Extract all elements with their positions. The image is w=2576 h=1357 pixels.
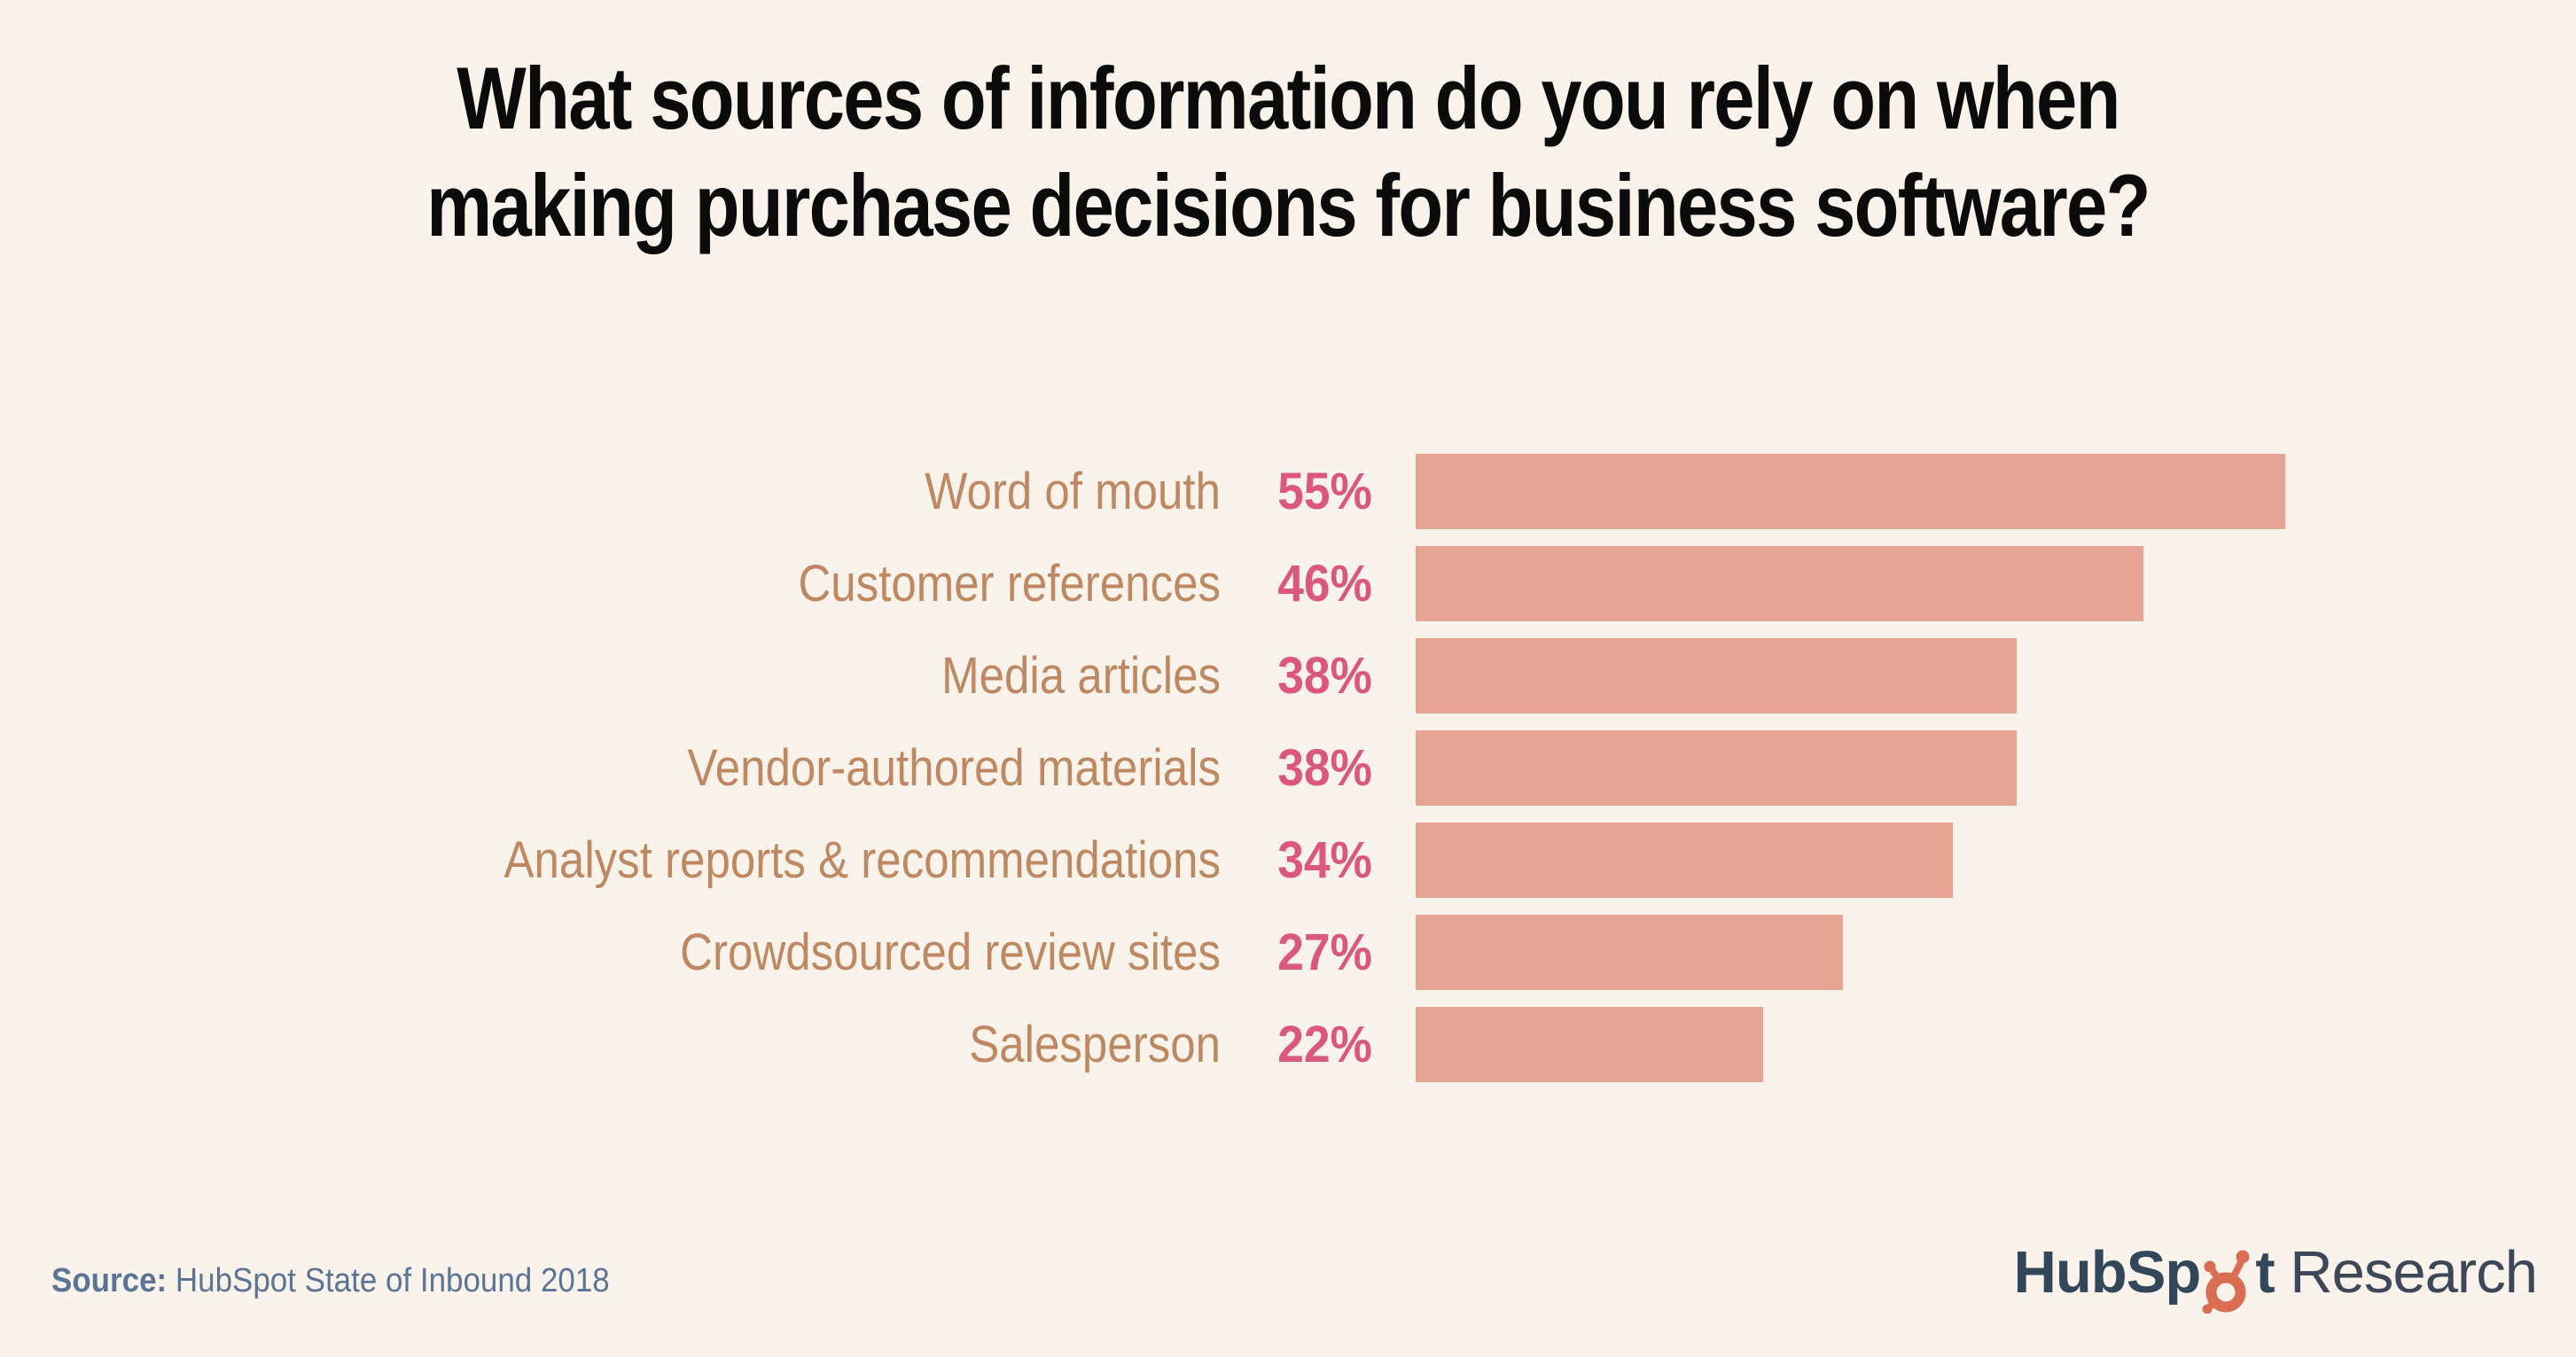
brand-word-text: Research [2290,1239,2538,1306]
source-text: HubSpot State of Inbound 2018 [175,1262,610,1299]
hubspot-sprocket-icon [2202,1250,2250,1314]
bar-chart: Word of mouth 55% Customer references 46… [0,445,2576,1090]
hubspot-research-logo: HubSp t Research [2013,1239,2538,1314]
brand-prefix: HubSp [2013,1239,2201,1306]
bar-value-label: 38% [1277,646,1372,705]
bar-category-label: Crowdsourced review sites [680,923,1221,981]
bar-category-label: Analyst reports & recommendations [503,831,1222,889]
bar-row: Crowdsourced review sites 27% [0,906,2576,998]
bar-value-label: 22% [1277,1015,1372,1073]
chart-title-line2: making purchase decisions for business s… [426,156,2151,254]
bar-category-label: Word of mouth [925,462,1221,520]
bar [1416,729,2017,806]
bar-row: Customer references 46% [0,537,2576,629]
bar-row: Media articles 38% [0,629,2576,721]
bar-value-label: 46% [1277,554,1372,612]
brand-word [2275,1239,2291,1306]
source-attribution: Source: HubSpot State of Inbound 2018 [51,1262,610,1300]
bar [1416,1006,1764,1082]
brand-suffix: t [2255,1239,2275,1306]
source-label: Source: [51,1262,168,1299]
bar [1416,453,2285,529]
bar-row: Vendor-authored materials 38% [0,721,2576,814]
chart-title: What sources of information do you rely … [206,44,2369,259]
bar-row: Word of mouth 55% [0,445,2576,537]
bar-category-label: Media articles [941,646,1221,705]
bar-value-label: 55% [1277,462,1372,520]
bar [1416,637,2017,714]
bar-category-label: Vendor-authored materials [687,738,1221,797]
bar-row: Analyst reports & recommendations 34% [0,814,2576,906]
bar-category-label: Salesperson [969,1015,1221,1073]
bar-value-label: 34% [1277,831,1372,889]
bar-value-label: 27% [1277,923,1372,981]
chart-title-line1: What sources of information do you rely … [457,49,2120,147]
bar [1416,822,1954,898]
bar-row: Salesperson 22% [0,998,2576,1090]
bar [1416,545,2143,621]
bar-value-label: 38% [1277,738,1372,797]
bar-category-label: Customer references [798,554,1221,612]
bar [1416,914,1843,990]
